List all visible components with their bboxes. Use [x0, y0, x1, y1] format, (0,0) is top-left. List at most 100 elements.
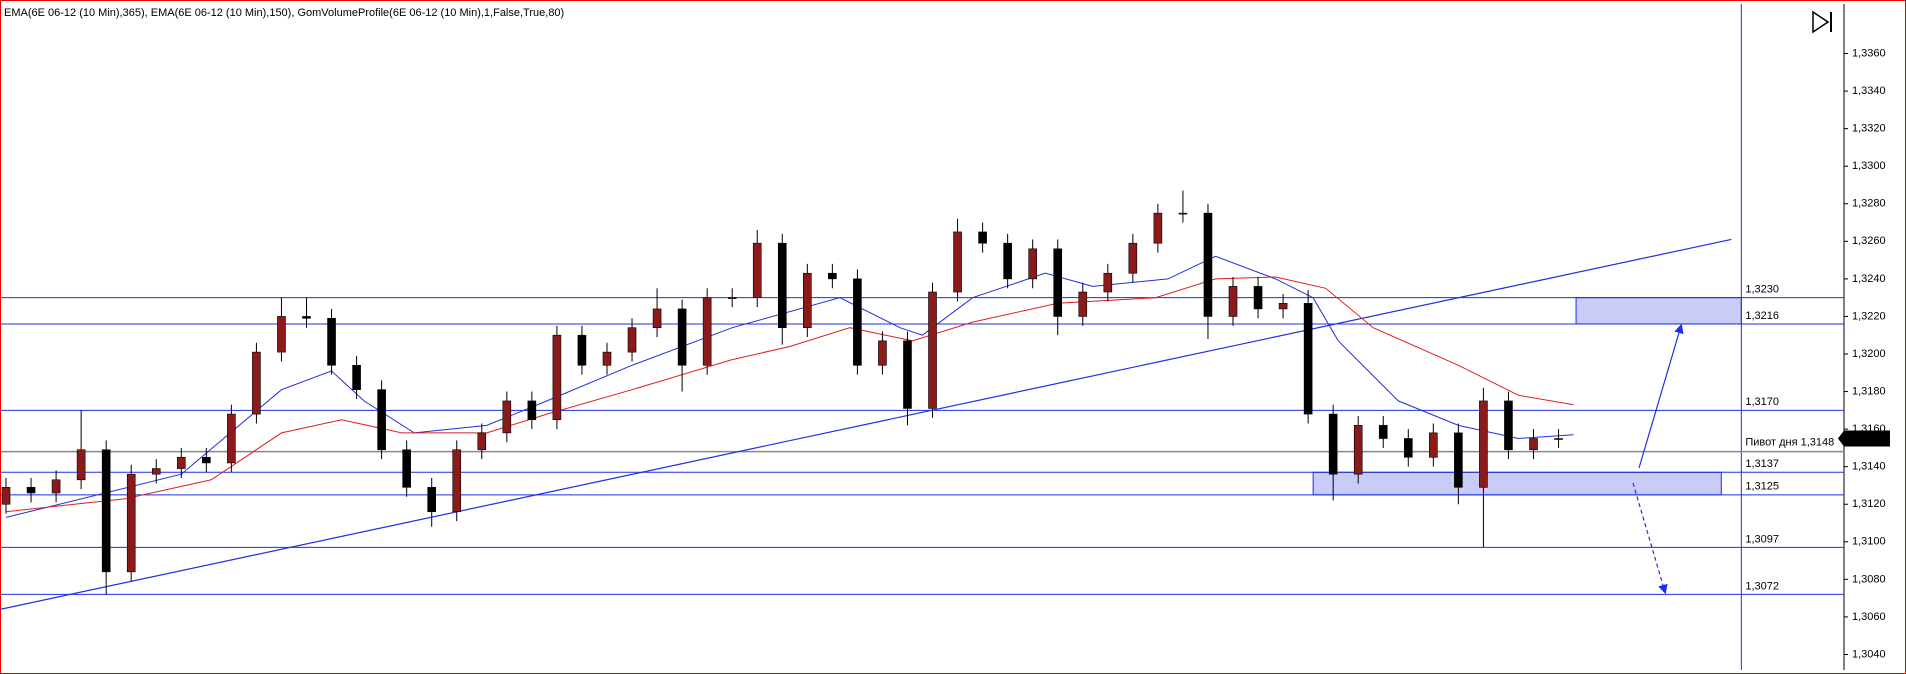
candle-body — [1103, 272, 1113, 293]
y-tick-label: 1,3300 — [1852, 160, 1886, 172]
candle-body — [151, 468, 161, 475]
price-level-label: 1,3170 — [1745, 396, 1779, 408]
candle-body — [427, 487, 437, 513]
candle-body — [527, 400, 537, 421]
y-tick-label: 1,3240 — [1852, 273, 1886, 285]
candle-body — [452, 449, 462, 513]
ema-line — [5, 276, 1574, 513]
candle-body — [302, 316, 311, 319]
candle-body — [752, 242, 762, 298]
current-price-label: 1,3155 — [1847, 432, 1881, 444]
candle-body — [101, 449, 111, 573]
candle-body — [602, 351, 612, 366]
candle-body — [1328, 413, 1338, 475]
price-level-label: 1,3097 — [1745, 533, 1779, 545]
candle-body — [577, 334, 587, 366]
y-tick-label: 1,3200 — [1852, 348, 1886, 360]
candle-body — [627, 327, 637, 353]
candle-body — [477, 432, 487, 451]
candle-body — [1303, 302, 1313, 415]
play-icon[interactable] — [1812, 10, 1832, 34]
trendline — [0, 238, 1732, 610]
candle-body — [1253, 286, 1263, 310]
candle-body — [1403, 438, 1413, 458]
price-level-label: 1,3137 — [1745, 458, 1779, 470]
candle-body — [978, 231, 987, 244]
play-triangle[interactable] — [1812, 10, 1830, 34]
candle-body — [1053, 248, 1063, 317]
candle-body — [352, 364, 361, 390]
candle-body — [502, 400, 512, 434]
candle-body — [777, 242, 787, 329]
candle-body — [277, 316, 286, 353]
y-tick-label: 1,3140 — [1852, 461, 1886, 473]
candle-body — [1128, 242, 1138, 274]
candle-body — [1378, 425, 1388, 439]
candle-body — [552, 334, 562, 421]
zone — [1312, 471, 1722, 496]
candle-body — [903, 340, 912, 409]
y-tick-label: 1,3060 — [1852, 611, 1886, 623]
candle-body — [176, 456, 186, 469]
candle-body — [1178, 212, 1188, 215]
price-level-label: 1,3072 — [1745, 580, 1779, 592]
candle-body — [1153, 212, 1163, 244]
candle-body — [953, 231, 962, 293]
candle-body — [1353, 425, 1363, 475]
candle-body — [677, 308, 687, 366]
candle-body — [1078, 291, 1088, 317]
candle-body — [928, 291, 937, 409]
candle-body — [727, 297, 737, 299]
candle-body — [878, 340, 887, 366]
candle-body — [1504, 400, 1513, 451]
ema-line — [5, 255, 1574, 518]
candle-body — [402, 449, 411, 488]
candle-body — [1554, 438, 1563, 440]
candle-body — [1228, 286, 1238, 317]
y-tick-label: 1,3320 — [1852, 123, 1886, 135]
indicator-label: EMA(6E 06-12 (10 Min),365), EMA(6E 06-12… — [4, 7, 564, 19]
y-tick-label: 1,3040 — [1852, 648, 1886, 660]
candle-body — [652, 308, 662, 329]
y-tick-label: 1,3340 — [1852, 85, 1886, 97]
y-tick-label: 1,3080 — [1852, 573, 1886, 585]
candle-body — [828, 272, 837, 280]
y-tick-label: 1,3180 — [1852, 385, 1886, 397]
candle-body — [377, 389, 386, 451]
y-tick-label: 1,3100 — [1852, 536, 1886, 548]
candle-body — [1, 487, 11, 505]
candle-body — [1529, 438, 1538, 451]
candle-body — [1028, 248, 1037, 280]
price-level-label: 1,3125 — [1745, 481, 1779, 493]
candle-body — [1479, 400, 1488, 488]
candle-body — [51, 479, 61, 494]
candle-body — [202, 456, 211, 464]
candle-body — [252, 351, 261, 415]
candle-body — [227, 413, 236, 464]
candle-body — [26, 487, 36, 494]
candle-body — [1454, 432, 1463, 488]
candle-body — [76, 449, 86, 481]
candle-body — [1278, 302, 1288, 310]
y-tick-label: 1,3220 — [1852, 310, 1886, 322]
current-price-box — [1838, 430, 1890, 447]
zone — [1575, 297, 1742, 325]
candle-body — [702, 297, 712, 366]
candle-body — [126, 473, 136, 573]
y-tick-label: 1,3360 — [1852, 47, 1886, 59]
price-level-label: 1,3230 — [1745, 284, 1779, 296]
candle-body — [1429, 432, 1438, 458]
candle-body — [1003, 242, 1012, 280]
y-tick-label: 1,3280 — [1852, 198, 1886, 210]
candle-body — [803, 272, 812, 329]
y-tick-label: 1,3260 — [1852, 235, 1886, 247]
pivot-label: Пивот дня 1,3148 — [1745, 437, 1834, 449]
price-level-label: 1,3216 — [1745, 310, 1779, 322]
candle-body — [1203, 212, 1213, 317]
candle-body — [853, 278, 862, 366]
y-tick-label: 1,3120 — [1852, 498, 1886, 510]
candle-body — [327, 318, 336, 366]
